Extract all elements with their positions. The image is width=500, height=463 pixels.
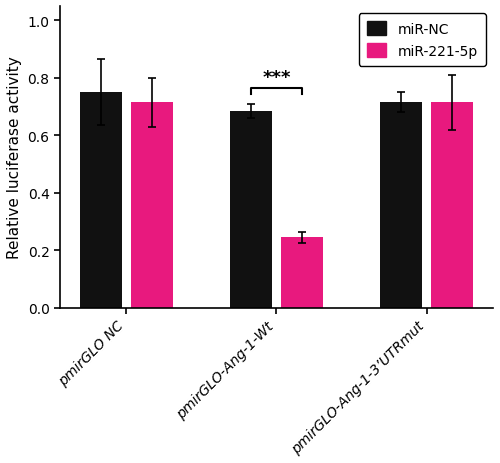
Bar bbox=[281, 238, 323, 308]
Bar bbox=[130, 103, 173, 308]
Y-axis label: Relative luciferase activity: Relative luciferase activity bbox=[7, 56, 22, 259]
Legend: miR-NC, miR-221-5p: miR-NC, miR-221-5p bbox=[358, 14, 486, 67]
Bar bbox=[230, 112, 272, 308]
Bar bbox=[80, 93, 122, 308]
Bar bbox=[432, 103, 474, 308]
Text: ***: *** bbox=[262, 69, 290, 87]
Bar bbox=[380, 103, 422, 308]
